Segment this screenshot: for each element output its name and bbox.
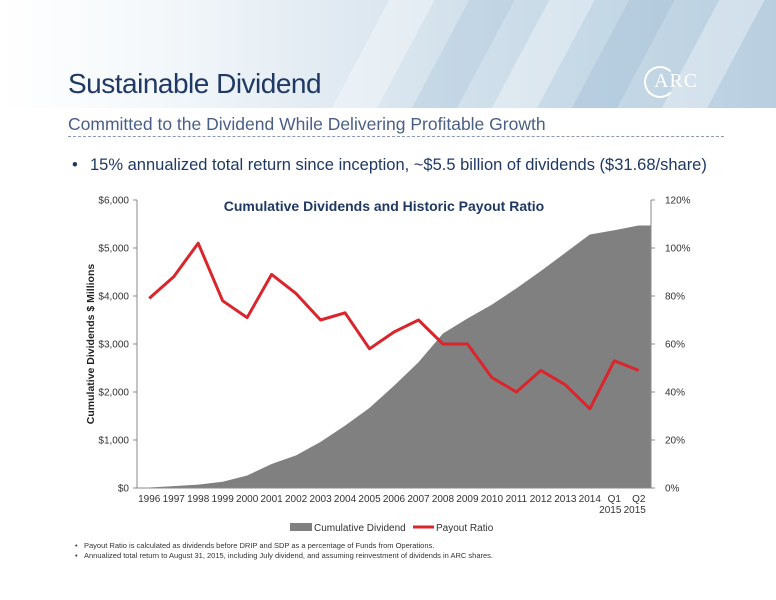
x-tick-label: 2004 <box>334 494 357 505</box>
footnote-bullet-icon: • <box>75 541 78 550</box>
y2-tick-label: 40% <box>665 388 685 399</box>
y-tick-label: $5,000 <box>98 244 129 255</box>
legend-label-payout-ratio: Payout Ratio <box>436 523 494 534</box>
x-tick-label: 1996 <box>138 494 161 505</box>
y2-tick-label: 120% <box>665 196 691 207</box>
arc-logo: ARC <box>644 66 697 98</box>
footnote-2-text: Annualized total return to August 31, 20… <box>84 551 493 560</box>
footnote-1-text: Payout Ratio is calculated as dividends … <box>84 541 435 550</box>
x-tick-label: 2001 <box>260 494 283 505</box>
bullet-text: 15% annualized total return since incept… <box>90 156 707 174</box>
y2-tick-label: 20% <box>665 436 685 447</box>
x-tick-label: 2003 <box>309 494 332 505</box>
x-tick-label: 1998 <box>187 494 210 505</box>
x-tick-label: 2000 <box>236 494 259 505</box>
x-tick-label: 2002 <box>285 494 308 505</box>
slide-subtitle: Committed to the Dividend While Deliveri… <box>68 114 546 134</box>
chart-title: Cumulative Dividends and Historic Payout… <box>224 198 545 214</box>
y-tick-label: $2,000 <box>98 388 129 399</box>
x-tick-label: 2009 <box>456 494 479 505</box>
legend-swatch-cumulative-dividend <box>290 523 312 531</box>
x-tick-label: 2010 <box>481 494 504 505</box>
bullet-dot-icon: • <box>72 156 78 174</box>
key-bullet: • 15% annualized total return since incep… <box>72 156 707 175</box>
slide-title: Sustainable Dividend <box>68 68 322 99</box>
cumulative-dividend-area <box>137 225 651 488</box>
y-tick-label: $1,000 <box>98 436 129 447</box>
x-tick-label: 2013 <box>554 494 577 505</box>
x-tick-label: 1997 <box>163 494 186 505</box>
y-tick-label: $6,000 <box>98 196 129 207</box>
x-tick-label: 1999 <box>212 494 235 505</box>
x-tick-label: 2014 <box>579 494 602 505</box>
legend-label-cumulative-dividend: Cumulative Dividend <box>314 523 406 534</box>
x-tick-label: Q2 2015 <box>624 494 647 516</box>
x-tick-label: 2005 <box>358 494 381 505</box>
y-tick-label: $4,000 <box>98 292 129 303</box>
y-tick-label: $0 <box>118 484 130 495</box>
y2-tick-label: 0% <box>665 484 680 495</box>
x-tick-label: 2012 <box>530 494 553 505</box>
x-tick-label: 2007 <box>407 494 430 505</box>
y2-tick-label: 100% <box>665 244 691 255</box>
y2-tick-label: 60% <box>665 340 685 351</box>
x-tick-label: 2008 <box>432 494 455 505</box>
y-axis-title: Cumulative Dividends $ Millions <box>85 264 97 425</box>
logo-text: ARC <box>654 70 699 92</box>
x-tick-label: 2006 <box>383 494 406 505</box>
y-tick-label: $3,000 <box>98 340 129 351</box>
logo-ring-icon <box>644 66 676 98</box>
footnote-2: • Annualized total return to August 31, 2… <box>75 551 493 560</box>
x-tick-label: 2011 <box>506 494 528 505</box>
subtitle-divider <box>68 136 724 137</box>
x-tick-label: Q1 2015 <box>599 494 622 516</box>
footnote-1: • Payout Ratio is calculated as dividends… <box>75 541 435 550</box>
footnote-bullet-icon: • <box>75 551 78 560</box>
y2-tick-label: 80% <box>665 292 685 303</box>
